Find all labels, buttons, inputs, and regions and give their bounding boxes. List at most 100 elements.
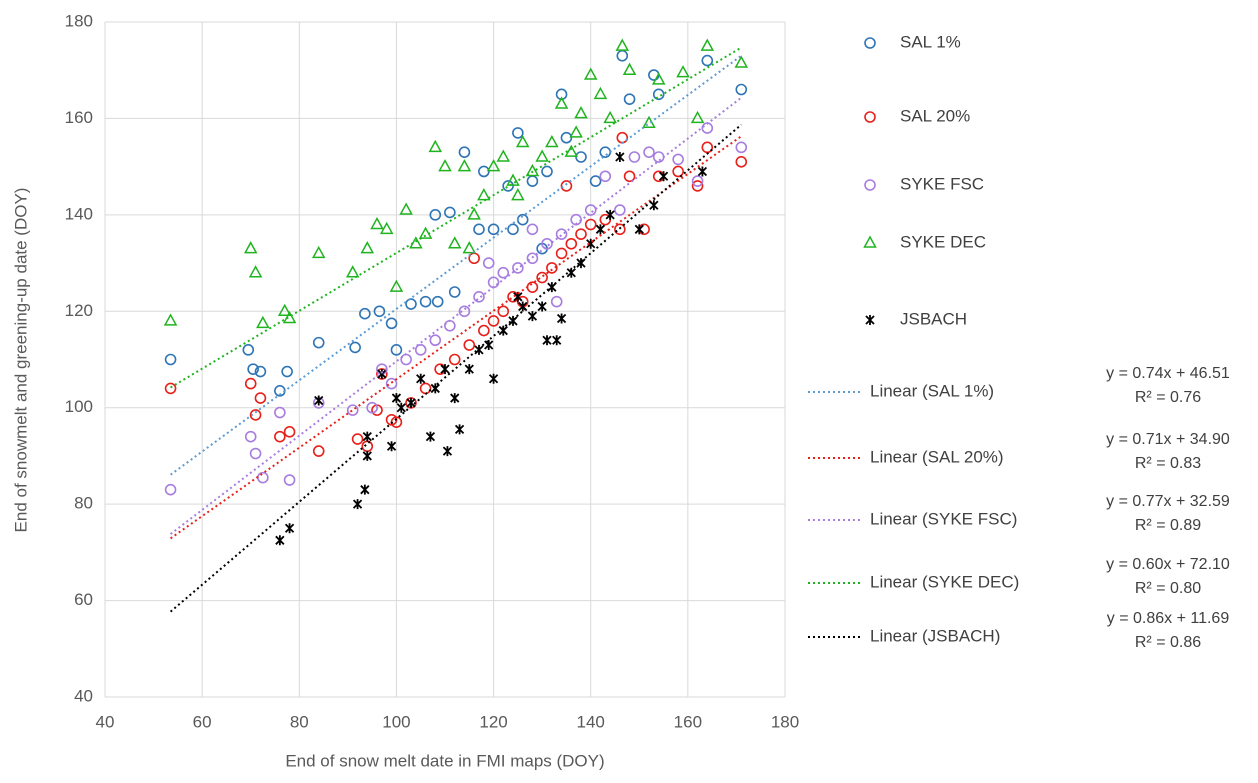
marker	[366, 401, 378, 414]
legend-label: SAL 1%	[900, 32, 961, 51]
legend-label: Linear (SAL 20%)	[870, 447, 1004, 466]
x-tick-label: 60	[193, 712, 212, 731]
marker	[362, 431, 372, 442]
marker	[243, 241, 258, 254]
marker	[584, 204, 597, 216]
marker	[244, 377, 257, 390]
marker	[419, 382, 432, 395]
marker	[697, 166, 708, 177]
marker	[575, 228, 587, 240]
marker	[314, 395, 324, 406]
marker	[526, 281, 539, 293]
marker	[638, 223, 650, 236]
marker	[605, 209, 615, 220]
trendline	[169, 135, 742, 540]
marker	[164, 483, 177, 496]
trend-equation: y = 0.60x + 72.10	[1106, 556, 1230, 573]
marker	[473, 223, 485, 236]
marker	[467, 207, 481, 220]
marker	[414, 344, 427, 356]
x-axis-label: End of snow melt date in FMI maps (DOY)	[285, 751, 604, 770]
marker	[589, 175, 602, 187]
marker	[735, 83, 748, 96]
legend-label: SYKE DEC	[900, 232, 986, 251]
marker	[700, 38, 715, 51]
marker	[284, 523, 295, 534]
marker	[615, 152, 625, 162]
marker	[478, 165, 490, 178]
marker	[448, 286, 461, 298]
marker	[275, 535, 285, 546]
marker	[701, 141, 714, 154]
y-tick-label: 80	[74, 494, 93, 513]
y-tick-label: 160	[65, 108, 93, 127]
y-tick-label: 60	[74, 590, 93, 609]
marker	[385, 317, 398, 330]
marker	[482, 257, 495, 269]
x-tick-label: 120	[479, 712, 507, 731]
marker	[537, 301, 547, 312]
marker	[458, 305, 471, 318]
marker	[247, 363, 259, 375]
marker	[487, 223, 500, 236]
marker	[555, 228, 568, 240]
marker	[512, 262, 524, 274]
y-axis-label: End of snowmelt and greening-up date (DO…	[11, 188, 30, 533]
marker	[525, 163, 540, 177]
marker	[652, 151, 665, 163]
marker	[575, 151, 587, 163]
marker	[351, 433, 364, 445]
marker	[672, 165, 684, 178]
trend-r2: R² = 0.86	[1135, 634, 1201, 651]
marker	[498, 325, 508, 336]
marker	[448, 353, 461, 366]
marker	[508, 315, 518, 326]
marker	[603, 110, 617, 124]
y-tick-label: 100	[65, 397, 93, 416]
marker	[569, 125, 583, 138]
marker	[409, 236, 423, 249]
marker	[487, 315, 500, 327]
marker	[643, 146, 655, 158]
legend-label: Linear (SAL 1%)	[870, 381, 994, 400]
marker	[428, 139, 443, 153]
marker	[468, 252, 480, 265]
marker	[541, 237, 553, 250]
marker	[163, 313, 178, 326]
marker	[283, 474, 296, 486]
marker	[555, 247, 568, 260]
y-tick-label: 120	[65, 301, 93, 320]
marker	[370, 216, 384, 230]
marker	[391, 393, 402, 404]
y-tick-label: 180	[65, 11, 93, 30]
marker	[515, 134, 530, 148]
legend-marker	[865, 315, 875, 325]
marker	[458, 146, 471, 158]
marker	[691, 175, 704, 187]
marker	[628, 151, 641, 163]
trend-r2: R² = 0.83	[1135, 455, 1201, 472]
marker	[254, 392, 267, 404]
marker	[535, 149, 549, 162]
marker	[450, 393, 460, 404]
marker	[599, 170, 612, 183]
marker	[676, 65, 690, 78]
marker	[346, 404, 359, 416]
marker	[735, 141, 748, 154]
legend-label: JSBACH	[900, 309, 967, 328]
marker	[497, 305, 510, 318]
marker	[457, 159, 472, 172]
marker	[541, 165, 553, 178]
marker	[447, 236, 462, 249]
marker	[473, 291, 485, 303]
marker	[651, 72, 666, 85]
marker	[400, 353, 412, 366]
trendline	[169, 123, 742, 613]
marker	[595, 224, 606, 235]
marker	[623, 93, 636, 105]
marker	[444, 206, 456, 219]
marker	[164, 353, 177, 366]
marker	[616, 49, 629, 62]
marker	[584, 218, 597, 231]
trend-equation: y = 0.74x + 46.51	[1106, 365, 1230, 382]
